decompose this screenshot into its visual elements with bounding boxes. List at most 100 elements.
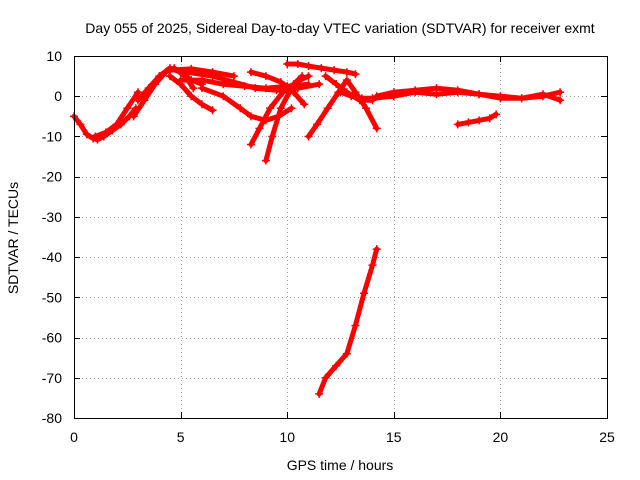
data-point bbox=[295, 76, 304, 85]
data-point bbox=[372, 124, 381, 133]
data-point bbox=[129, 112, 138, 121]
data-point bbox=[332, 80, 341, 89]
data-point bbox=[517, 94, 526, 103]
data-point bbox=[151, 80, 160, 89]
data-point bbox=[197, 84, 206, 93]
data-point bbox=[332, 361, 341, 370]
data-point bbox=[272, 86, 281, 95]
data-point bbox=[315, 389, 324, 398]
data-point bbox=[313, 120, 322, 129]
data-point bbox=[357, 94, 366, 103]
data-point bbox=[304, 62, 313, 71]
data-point bbox=[261, 156, 270, 165]
data-point bbox=[323, 104, 332, 113]
y-axis-label: SDTVAR / TECUs bbox=[5, 182, 21, 294]
x-tick-labels: 0 5 10 15 20 25 bbox=[70, 429, 615, 445]
data-point bbox=[261, 72, 270, 81]
data-point bbox=[362, 104, 371, 113]
data-point bbox=[189, 84, 198, 93]
y-tick-labels: 10 0 -10 -20 -30 -40 -50 -60 -70 -80 bbox=[42, 48, 62, 426]
axis-ticks bbox=[74, 56, 608, 419]
data-point bbox=[246, 68, 255, 77]
data-point bbox=[276, 104, 285, 113]
data-point bbox=[351, 70, 360, 79]
x-tick-label: 25 bbox=[599, 429, 615, 445]
y-tick-label: -50 bbox=[42, 289, 62, 305]
data-point bbox=[229, 78, 238, 87]
data-point bbox=[315, 80, 324, 89]
data-point bbox=[496, 94, 505, 103]
data-point bbox=[304, 72, 313, 81]
data-point bbox=[453, 120, 462, 129]
data-point bbox=[351, 321, 360, 330]
data-point bbox=[411, 86, 420, 95]
data-point bbox=[492, 110, 501, 119]
data-point bbox=[123, 104, 132, 113]
data-point bbox=[112, 120, 121, 129]
x-tick-label: 10 bbox=[279, 429, 295, 445]
data-point bbox=[368, 94, 377, 103]
x-tick-label: 20 bbox=[493, 429, 509, 445]
series-arc-17 bbox=[374, 85, 563, 103]
data-point bbox=[475, 90, 484, 99]
x-tick-label: 5 bbox=[177, 429, 185, 445]
plot-frame bbox=[74, 56, 608, 419]
data-point bbox=[251, 84, 260, 93]
data-point bbox=[197, 76, 206, 85]
data-point bbox=[342, 76, 351, 85]
data-point bbox=[389, 88, 398, 97]
data-point bbox=[161, 68, 170, 77]
y-tick-label: -70 bbox=[42, 370, 62, 386]
data-point bbox=[330, 66, 339, 75]
data-point bbox=[133, 88, 142, 97]
data-point bbox=[485, 114, 494, 123]
data-point bbox=[276, 78, 285, 87]
y-tick-label: 0 bbox=[54, 88, 62, 104]
y-tick-label: -10 bbox=[42, 128, 62, 144]
series-arc-19 bbox=[316, 246, 380, 397]
y-tick-label: -40 bbox=[42, 249, 62, 265]
data-point bbox=[76, 120, 85, 129]
data-point bbox=[208, 72, 217, 81]
data-point bbox=[304, 132, 313, 141]
data-point bbox=[475, 116, 484, 125]
data-point bbox=[342, 68, 351, 77]
data-point bbox=[342, 349, 351, 358]
data-point bbox=[556, 88, 565, 97]
data-point bbox=[236, 104, 245, 113]
data-point bbox=[287, 104, 296, 113]
data-point bbox=[246, 112, 255, 121]
data-point bbox=[255, 124, 264, 133]
data-point bbox=[321, 373, 330, 382]
data-point bbox=[464, 118, 473, 127]
data-point bbox=[268, 132, 277, 141]
data-point bbox=[347, 92, 356, 101]
chart-title: Day 055 of 2025, Sidereal Day-to-day VTE… bbox=[85, 20, 594, 36]
y-tick-label: -80 bbox=[42, 410, 62, 426]
data-point bbox=[82, 130, 91, 139]
data-point bbox=[289, 88, 298, 97]
x-tick-label: 0 bbox=[70, 429, 78, 445]
y-tick-label: -60 bbox=[42, 330, 62, 346]
data-point bbox=[300, 100, 309, 109]
data-point bbox=[140, 96, 149, 105]
data-series-group bbox=[70, 60, 565, 398]
data-point bbox=[293, 60, 302, 69]
data-point bbox=[91, 132, 100, 141]
data-point bbox=[187, 92, 196, 101]
data-point bbox=[266, 104, 275, 113]
data-point bbox=[556, 96, 565, 105]
data-point bbox=[368, 261, 377, 270]
data-point bbox=[432, 84, 441, 93]
data-point bbox=[219, 92, 228, 101]
data-point bbox=[539, 90, 548, 99]
y-tick-label: -20 bbox=[42, 169, 62, 185]
data-point bbox=[372, 92, 381, 101]
data-point bbox=[165, 66, 174, 75]
data-point bbox=[176, 76, 185, 85]
x-tick-label: 15 bbox=[386, 429, 402, 445]
data-point bbox=[197, 100, 206, 109]
data-point bbox=[208, 106, 217, 115]
data-point bbox=[321, 72, 330, 81]
